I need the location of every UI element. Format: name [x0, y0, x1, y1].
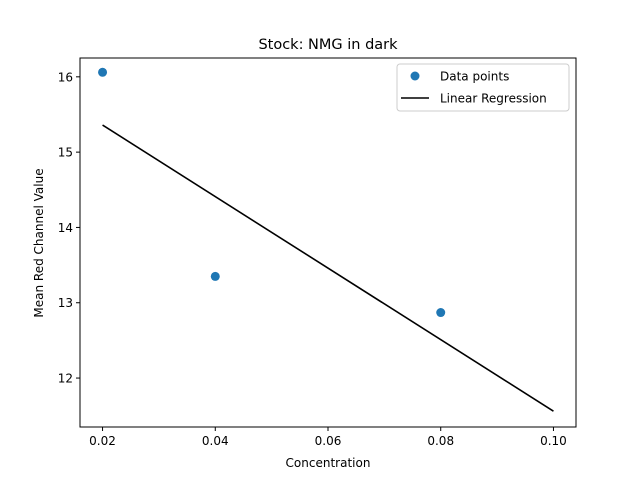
x-tick-label: 0.04: [202, 434, 229, 448]
x-tick-label: 0.10: [540, 434, 567, 448]
y-tick-label: 14: [58, 221, 73, 235]
data-point: [210, 271, 220, 281]
y-tick-label: 15: [58, 146, 73, 160]
data-point: [98, 67, 108, 77]
plot-area: 0.02 0.04 0.06 0.08 0.10 12 13 14 15 16: [58, 57, 577, 448]
regression-line: [102, 124, 554, 412]
x-axis-label: Concentration: [286, 456, 371, 470]
y-tick-label: 13: [58, 296, 73, 310]
x-tick-label: 0.08: [427, 434, 454, 448]
legend-label: Data points: [440, 70, 509, 84]
chart-title: Stock: NMG in dark: [258, 37, 398, 53]
x-tick-label: 0.02: [89, 434, 116, 448]
x-tick-label: 0.06: [315, 434, 342, 448]
legend-box: [396, 63, 570, 112]
y-tick-label: 12: [58, 372, 73, 386]
legend-marker-scatter: [410, 71, 420, 81]
data-point: [436, 308, 446, 318]
y-axis-label: Mean Red Channel Value: [32, 168, 46, 317]
y-tick-label: 16: [58, 70, 73, 84]
legend-label: Linear Regression: [440, 92, 547, 106]
legend: Data points Linear Regression: [396, 63, 570, 112]
